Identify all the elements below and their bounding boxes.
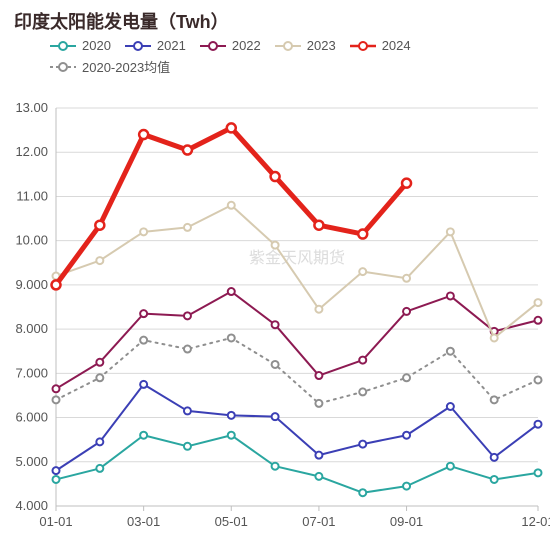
- svg-text:8.000: 8.000: [15, 321, 48, 336]
- legend-item-2021: 2021: [125, 38, 186, 53]
- legend-label: 2022: [232, 38, 261, 53]
- legend-swatch-icon: [200, 40, 226, 52]
- svg-text:12-01: 12-01: [521, 514, 550, 529]
- svg-text:11.00: 11.00: [16, 188, 48, 203]
- legend-label: 2020-2023均值: [82, 57, 170, 76]
- svg-text:12.00: 12.00: [15, 144, 48, 159]
- svg-text:4.000: 4.000: [15, 498, 48, 513]
- svg-text:05-01: 05-01: [215, 514, 248, 529]
- svg-text:6.000: 6.000: [15, 410, 48, 425]
- legend-swatch-icon: [50, 61, 76, 73]
- svg-text:紫金天风期货: 紫金天风期货: [249, 249, 345, 267]
- legend-swatch-icon: [125, 40, 151, 52]
- legend: 2020 2021 2022 2023 2024 2020-2023均值: [0, 38, 550, 80]
- svg-text:09-01: 09-01: [390, 514, 423, 529]
- svg-text:01-01: 01-01: [39, 514, 72, 529]
- legend-label: 2020: [82, 38, 111, 53]
- legend-item-2023: 2023: [275, 38, 336, 53]
- svg-text:03-01: 03-01: [127, 514, 160, 529]
- legend-swatch-icon: [275, 40, 301, 52]
- legend-label: 2023: [307, 38, 336, 53]
- svg-text:10.00: 10.00: [15, 233, 48, 248]
- svg-text:9.000: 9.000: [15, 277, 48, 292]
- svg-text:07-01: 07-01: [302, 514, 335, 529]
- svg-text:5.000: 5.000: [15, 454, 48, 469]
- chart-title: 印度太阳能发电量（Twh）: [14, 8, 229, 34]
- plot-area: 4.000 5.000 6.000 7.000 8.000 9.000 10.00 11.00…: [0, 100, 550, 540]
- svg-text:13.00: 13.00: [15, 100, 48, 115]
- legend-swatch-icon: [50, 40, 76, 52]
- legend-item-2022: 2022: [200, 38, 261, 53]
- legend-label: 2024: [382, 38, 411, 53]
- legend-item-2020-2023均值: 2020-2023均值: [50, 57, 170, 76]
- legend-swatch-icon: [350, 40, 376, 52]
- legend-item-2024: 2024: [350, 38, 411, 53]
- legend-label: 2021: [157, 38, 186, 53]
- legend-item-2020: 2020: [50, 38, 111, 53]
- svg-text:7.000: 7.000: [15, 365, 48, 380]
